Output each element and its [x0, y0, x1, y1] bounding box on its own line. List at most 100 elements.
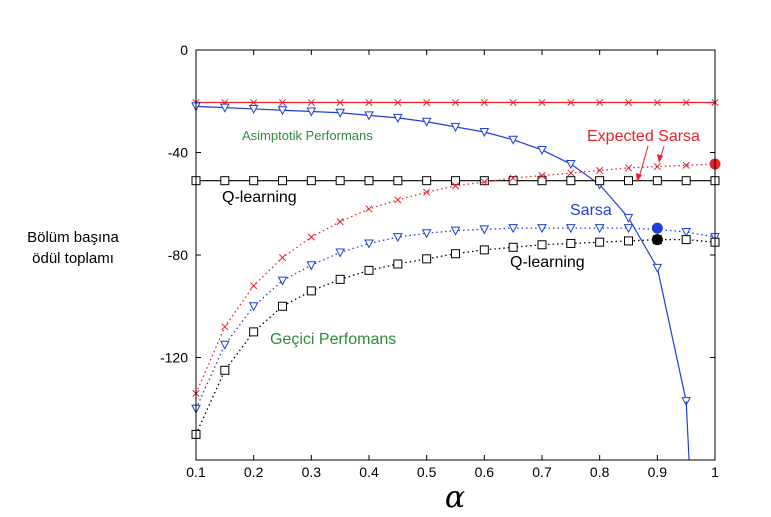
marker-square-q_interim — [306, 286, 316, 296]
marker-triangle-sarsa_interim — [421, 229, 432, 239]
marker-triangle-sarsa_interim — [479, 225, 490, 235]
marker-square-q_interim — [451, 249, 460, 259]
marker-triangle-sarsa_asym — [508, 135, 519, 145]
marker-triangle-sarsa_interim — [594, 224, 605, 234]
marker-x-es_asym — [480, 98, 488, 107]
series-line-sarsa_asym_tail — [685, 401, 690, 461]
marker-square-q_asym — [422, 176, 432, 186]
big-dot-black — [651, 234, 663, 246]
marker-square-q_interim — [566, 238, 576, 248]
marker-x-es_interim — [538, 172, 546, 180]
annotation-expected-sarsa: Expected Sarsa — [587, 128, 700, 145]
marker-triangle-sarsa_interim — [508, 224, 519, 234]
x-axis-label: α — [445, 480, 465, 515]
marker-square-q_asym — [595, 176, 605, 186]
marker-x-es_asym — [567, 98, 575, 107]
y-axis-label-line-1: Bölüm başına — [27, 229, 119, 246]
marker-x-es_interim — [394, 196, 402, 204]
marker-square-q_interim — [364, 265, 374, 275]
marker-square-q_asym — [451, 176, 460, 186]
marker-triangle-sarsa_asym — [565, 160, 576, 170]
marker-square-q_asym — [508, 176, 518, 186]
marker-triangle-sarsa_asym — [421, 117, 432, 127]
marker-x-es_interim — [653, 163, 661, 171]
marker-triangle-sarsa_asym — [335, 108, 345, 118]
marker-x-es_asym — [596, 98, 604, 107]
marker-square-q_asym — [624, 176, 633, 186]
marker-triangle-sarsa_asym — [248, 104, 259, 115]
marker-triangle-sarsa_interim — [565, 224, 576, 234]
marker-triangle-sarsa_interim — [450, 226, 461, 236]
marker-x-es_interim — [567, 169, 575, 177]
x-tick-label: 0.3 — [302, 464, 322, 480]
marker-square-q_asym — [249, 176, 259, 186]
marker-square-q_asym — [306, 176, 316, 186]
marker-x-es_interim — [307, 233, 315, 241]
marker-triangle-sarsa_interim — [623, 224, 634, 234]
marker-triangle-sarsa_interim — [306, 261, 317, 271]
marker-x-es_asym — [278, 98, 287, 107]
marker-x-es_asym — [336, 98, 344, 107]
marker-triangle-sarsa_interim — [248, 302, 259, 312]
y-tick-label: -40 — [168, 145, 188, 161]
y-tick-label: 0 — [180, 42, 188, 58]
marker-triangle-sarsa_interim — [219, 340, 230, 350]
marker-square-q_interim — [479, 245, 489, 255]
x-tick-label: 0.4 — [359, 464, 379, 480]
marker-triangle-sarsa_asym — [623, 213, 634, 223]
annotation-gecici: Geçici Perfomans — [270, 331, 396, 348]
marker-x-es_asym — [624, 98, 633, 107]
marker-triangle-sarsa_asym — [479, 128, 490, 138]
marker-square-q_interim — [278, 301, 287, 311]
marker-x-es_asym — [682, 98, 690, 107]
x-tick-label: 0.8 — [590, 464, 610, 480]
marker-triangle-sarsa_asym — [219, 103, 230, 113]
marker-x-es_asym — [423, 98, 431, 107]
annotation-asimptotik: Asimptotik Performans — [242, 128, 373, 143]
marker-square-q_asym — [681, 176, 691, 186]
marker-x-es_asym — [365, 98, 373, 107]
x-tick-label: 0.7 — [532, 464, 552, 480]
marker-x-es_interim — [250, 282, 258, 290]
marker-x-es_asym — [509, 98, 517, 107]
marker-triangle-sarsa_interim — [681, 227, 692, 237]
marker-square-q_asym — [566, 176, 576, 186]
marker-triangle-sarsa_asym — [364, 111, 374, 121]
series-line-sarsa_asym — [195, 105, 687, 402]
marker-triangle-sarsa_asym — [537, 145, 547, 155]
x-tick-label: 0.2 — [244, 464, 264, 480]
expected-sarsa-arrow-1 — [638, 145, 649, 179]
annotation-sarsa: Sarsa — [570, 202, 612, 219]
marker-x-es_asym — [307, 98, 315, 107]
marker-square-q_interim — [508, 242, 518, 252]
marker-square-q_interim — [422, 254, 432, 264]
marker-triangle-sarsa_asym — [393, 113, 403, 123]
marker-square-q_asym — [479, 176, 489, 186]
marker-triangle-sarsa_interim — [537, 224, 547, 234]
marker-square-q_interim — [220, 365, 230, 375]
marker-x-es_interim — [509, 174, 517, 182]
marker-triangle-sarsa_interim — [393, 233, 403, 243]
expected-sarsa-arrowhead-1 — [636, 173, 642, 182]
marker-square-q_asym — [220, 176, 230, 186]
marker-triangle-sarsa_asym — [450, 122, 461, 132]
marker-square-q_asym — [537, 176, 547, 186]
y-tick-label: -80 — [168, 247, 188, 263]
marker-square-q_interim — [393, 259, 403, 269]
marker-square-q_asym — [364, 176, 374, 186]
marker-x-es_interim — [278, 254, 287, 262]
marker-x-es_interim — [336, 218, 344, 226]
marker-square-q_interim — [681, 235, 691, 245]
marker-x-es_interim — [365, 205, 373, 213]
x-tick-label: 0.5 — [417, 464, 437, 480]
marker-triangle-sarsa_interim — [335, 248, 345, 258]
y-axis-label-line-2: ödül toplamı — [32, 250, 114, 267]
marker-x-es_interim — [221, 323, 229, 331]
x-tick-label: 0.1 — [186, 464, 206, 480]
x-tick-label: 0.9 — [648, 464, 668, 480]
marker-square-q_asym — [278, 176, 287, 186]
marker-x-es_asym — [538, 98, 546, 107]
axis-ticks: 0.1 0.2 0.3 0.4 0.5 0.6 0.7 0.8 0.9 1 0 -40 -80 -120 — [160, 42, 719, 480]
y-tick-label: -120 — [160, 350, 188, 366]
marker-x-es_asym — [451, 98, 460, 107]
